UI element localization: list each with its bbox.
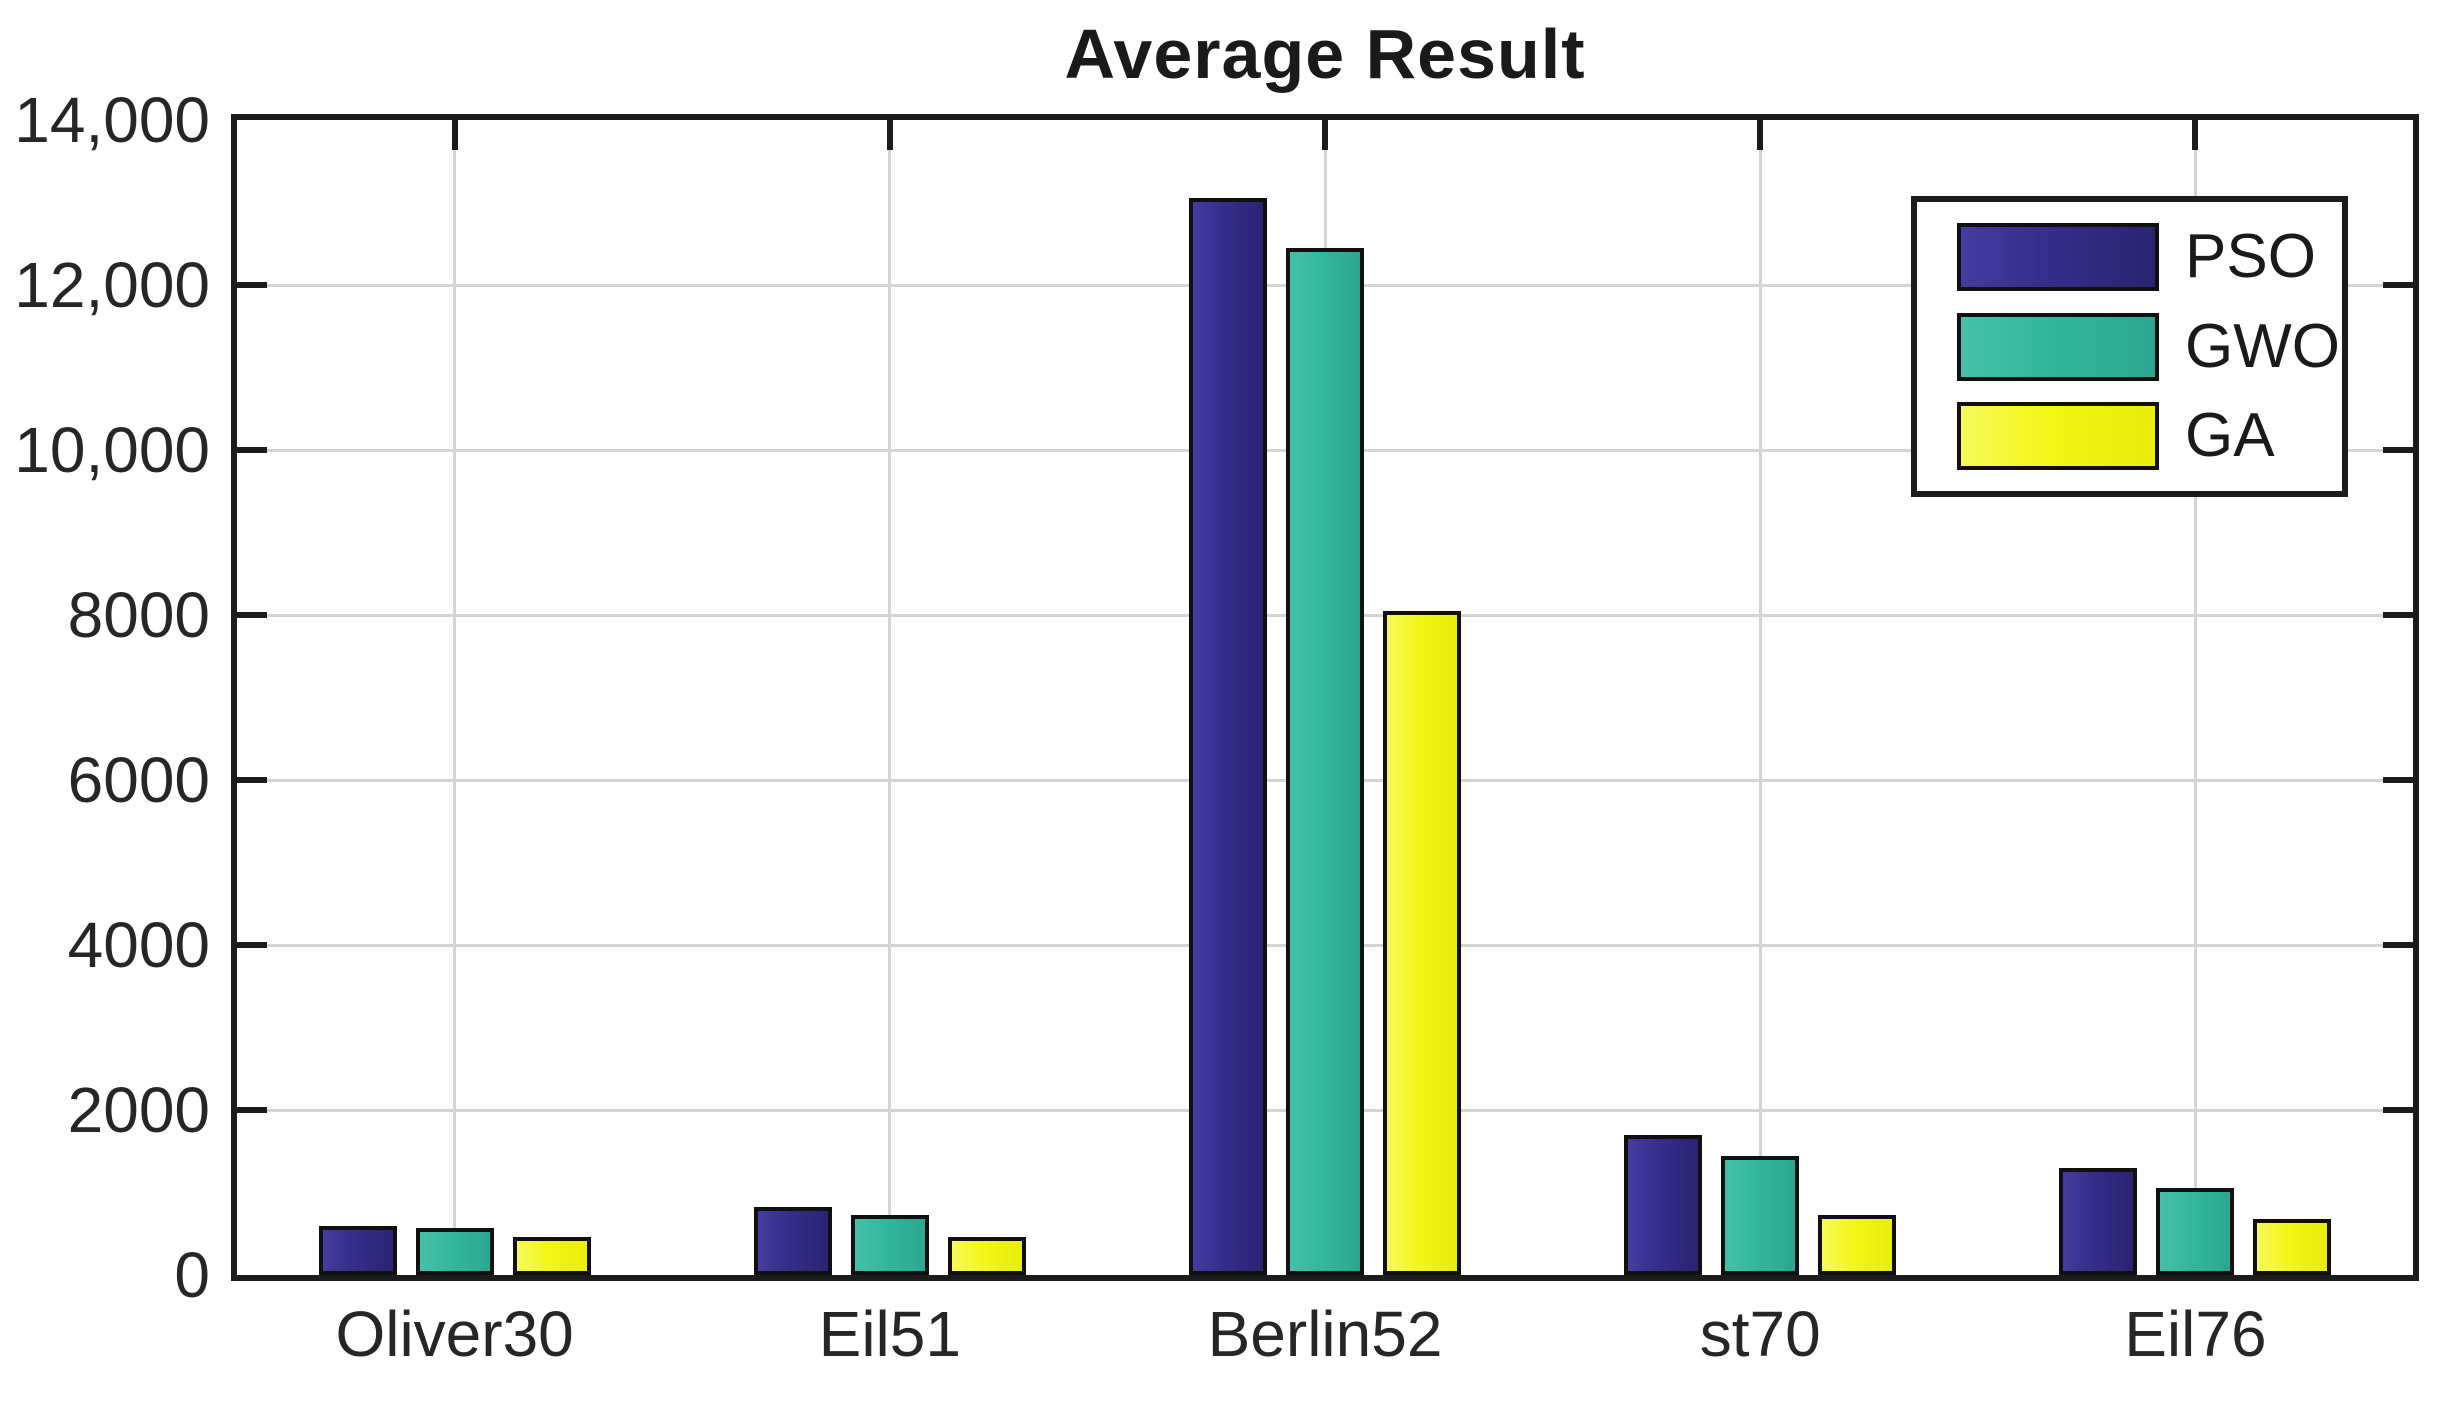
x-tick-label: Eil76 <box>2124 1298 2267 1370</box>
x-tick-top <box>451 120 458 150</box>
y-tick-left <box>237 612 267 618</box>
y-tick-right <box>2383 777 2413 783</box>
chart-title: Average Result <box>1064 15 1586 93</box>
legend-swatch-gwo <box>1957 312 2159 381</box>
bar-ga-berlin52 <box>1383 611 1461 1275</box>
bar-pso-st70 <box>1624 1135 1703 1275</box>
y-tick-left <box>237 777 267 783</box>
bar-gwo-berlin52 <box>1286 248 1364 1275</box>
bar-ga-st70 <box>1818 1215 1897 1275</box>
x-tick-label: Oliver30 <box>335 1298 574 1370</box>
y-tick-left <box>237 282 267 288</box>
legend-swatch-ga <box>1957 401 2159 470</box>
bar-pso-oliver30 <box>318 1226 397 1275</box>
y-tick-label: 4000 <box>67 909 210 981</box>
legend-label-pso: PSO <box>2185 222 2316 292</box>
y-tick-right <box>2383 1107 2413 1113</box>
bar-ga-oliver30 <box>512 1237 591 1275</box>
y-tick-label: 14,000 <box>14 84 210 156</box>
x-gridline <box>888 120 892 1275</box>
x-gridline <box>2193 120 2197 1275</box>
bars-layer <box>237 120 2413 1275</box>
y-tick-label: 12,000 <box>14 249 210 321</box>
plot-frame <box>231 114 2419 1281</box>
x-gridline <box>1758 120 1762 1275</box>
bar-pso-berlin52 <box>1189 198 1267 1275</box>
x-tick-top <box>2192 120 2199 150</box>
legend-label-ga: GA <box>2185 400 2275 470</box>
x-tick-top <box>1757 120 1764 150</box>
y-tick-left <box>237 942 267 948</box>
legend-swatch-pso <box>1957 223 2159 292</box>
y-tick-left <box>237 1107 267 1113</box>
x-tick-label: st70 <box>1699 1298 1821 1370</box>
y-tick-label: 8000 <box>67 579 210 651</box>
legend-row-gwo: GWO <box>1957 311 2342 381</box>
bar-ga-eil76 <box>2253 1219 2332 1275</box>
bar-gwo-st70 <box>1721 1156 1800 1275</box>
bar-pso-eil76 <box>2059 1168 2138 1275</box>
bar-gwo-eil76 <box>2156 1188 2235 1275</box>
x-tick-label: Berlin52 <box>1207 1298 1443 1370</box>
legend: PSO GWO GA <box>1911 196 2348 497</box>
y-tick-label: 2000 <box>67 1074 210 1146</box>
bar-gwo-eil51 <box>850 1215 929 1275</box>
x-tick-label: Eil51 <box>818 1298 961 1370</box>
y-tick-left <box>237 447 267 453</box>
x-tick-top <box>886 120 893 150</box>
y-tick-right <box>2383 612 2413 618</box>
bar-ga-eil51 <box>947 1237 1026 1275</box>
y-tick-label: 10,000 <box>14 414 210 486</box>
x-tick-top <box>1322 120 1328 150</box>
legend-label-gwo: GWO <box>2185 311 2340 381</box>
x-gridline <box>453 120 457 1275</box>
y-tick-label: 0 <box>174 1239 210 1311</box>
legend-row-pso: PSO <box>1957 222 2342 292</box>
y-tick-label: 6000 <box>67 744 210 816</box>
bar-gwo-oliver30 <box>415 1228 494 1275</box>
y-tick-right <box>2383 282 2413 288</box>
y-tick-right <box>2383 447 2413 453</box>
bar-pso-eil51 <box>753 1207 832 1275</box>
legend-row-ga: GA <box>1957 400 2342 470</box>
y-tick-right <box>2383 942 2413 948</box>
